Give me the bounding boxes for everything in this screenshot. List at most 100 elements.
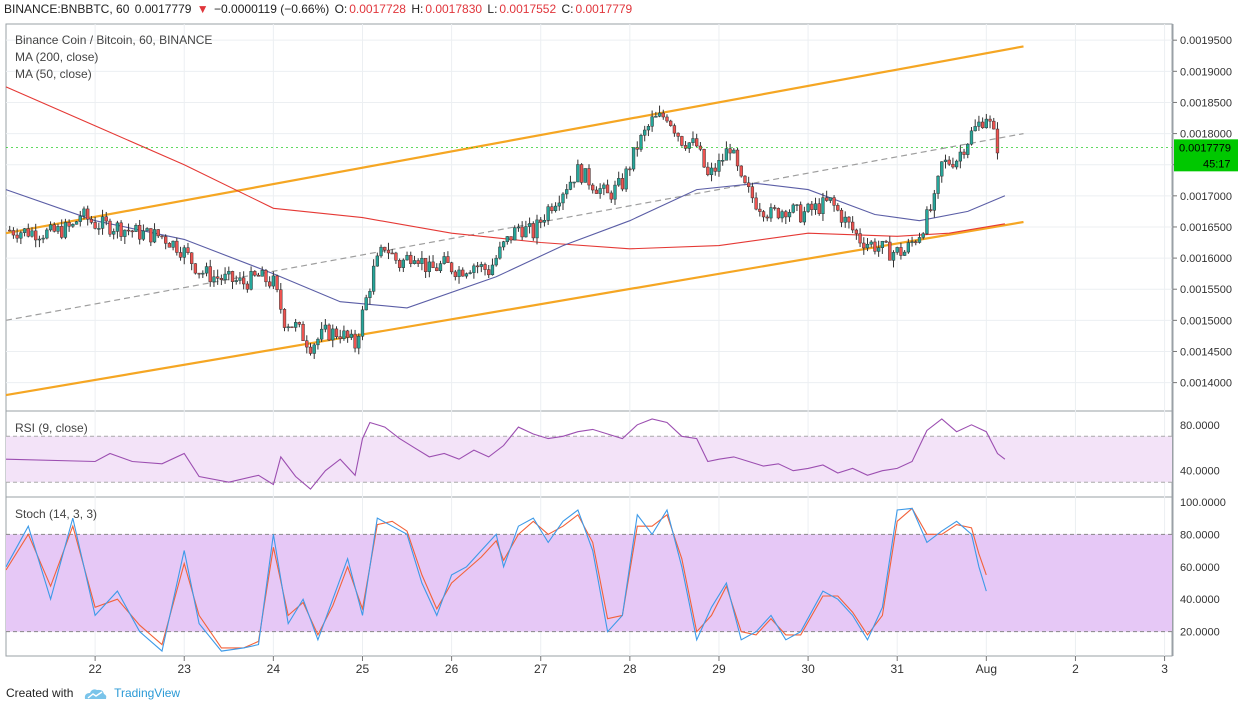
candle-body: [60, 226, 64, 238]
candle-body: [219, 278, 224, 281]
candle-body: [290, 326, 294, 329]
candle-body: [743, 175, 747, 184]
rsi-legend[interactable]: RSI (9, close): [15, 421, 88, 435]
candle-body: [921, 233, 925, 238]
candle-body: [427, 261, 431, 272]
candle-body: [702, 149, 706, 168]
x-tick-label: 22: [88, 662, 102, 676]
candle-body: [435, 267, 439, 271]
candle-body: [164, 236, 168, 244]
candle-body: [345, 330, 350, 338]
candle-body: [342, 330, 346, 339]
high-label: H:: [411, 2, 424, 16]
candle-body: [152, 229, 157, 243]
price-tick-label: 0.0018000: [1180, 129, 1232, 141]
candle-body: [238, 277, 242, 281]
candle-body: [799, 204, 803, 223]
candle-body: [977, 121, 981, 127]
candle-body: [550, 206, 554, 211]
candle-body: [22, 228, 27, 233]
candle-body: [331, 328, 335, 341]
candle-body: [631, 147, 636, 170]
candle-body: [242, 277, 246, 285]
candle-body: [52, 224, 56, 232]
candle-body: [368, 291, 372, 298]
candle-body: [936, 175, 940, 194]
candle-body: [316, 338, 320, 346]
candle-body: [327, 324, 331, 341]
ma200-legend[interactable]: MA (200, close): [15, 50, 99, 64]
candle-body: [984, 118, 988, 129]
candle-body: [360, 309, 365, 337]
candle-body: [992, 120, 996, 130]
candle-body: [11, 230, 16, 236]
candle-body: [138, 224, 142, 240]
created-with-label: Created with: [6, 686, 74, 700]
candle-body: [980, 121, 985, 129]
candle-body: [769, 207, 773, 219]
candle-body: [810, 203, 814, 210]
candle-body: [390, 252, 394, 255]
candle-body: [821, 197, 825, 214]
candle-body: [966, 143, 970, 155]
candle-body: [63, 222, 68, 238]
candle-body: [171, 240, 175, 248]
price-tick-label: 0.0016000: [1180, 253, 1232, 265]
candle-body: [48, 224, 53, 231]
candle-body: [962, 151, 966, 155]
candle-body: [19, 232, 23, 239]
candle-body: [954, 160, 959, 168]
candle-body: [453, 271, 457, 277]
candle-body: [423, 257, 428, 272]
candle-body: [661, 112, 665, 118]
candle-body: [498, 246, 502, 259]
x-tick-label: 25: [356, 662, 370, 676]
x-tick-label: 2: [1072, 662, 1079, 676]
candle-body: [721, 160, 725, 162]
candle-body: [41, 237, 45, 240]
candle-body: [635, 147, 639, 150]
candle-body: [442, 256, 446, 264]
candle-body: [747, 182, 751, 187]
candle-body: [293, 322, 298, 328]
candle-body: [501, 241, 506, 248]
candle-body: [876, 247, 881, 252]
candle-body: [282, 309, 287, 328]
countdown-label: 45:17: [1203, 158, 1231, 170]
candle-body: [78, 215, 82, 222]
last-price: 0.0017779: [134, 2, 192, 16]
candle-body: [201, 272, 205, 275]
candle-body: [910, 241, 914, 244]
tradingview-cloud-icon: [84, 689, 106, 699]
stoch-tick-label: 80.0000: [1180, 529, 1220, 541]
candle-body: [112, 231, 116, 235]
high-value: 0.0017830: [425, 2, 483, 16]
candle-body: [449, 262, 454, 273]
candle-body: [141, 230, 146, 240]
stoch-legend[interactable]: Stoch (14, 3, 3): [15, 507, 98, 521]
candle-body: [516, 226, 521, 229]
candle-body: [706, 166, 710, 176]
candle-body: [349, 333, 353, 338]
last-price-badge-value: 0.0017779: [1179, 142, 1231, 154]
candle-body: [613, 184, 617, 200]
open-label: O:: [334, 2, 348, 16]
tradingview-link[interactable]: TradingView: [114, 686, 181, 700]
ma50-legend[interactable]: MA (50, close): [15, 67, 92, 81]
candle-body: [765, 216, 769, 219]
candle-body: [780, 211, 784, 219]
candle-body: [30, 230, 34, 237]
candle-body: [795, 204, 799, 206]
channel-lower-line: [5, 220, 1024, 397]
candle-body: [568, 181, 573, 190]
candle-body: [301, 324, 305, 341]
candle-body: [412, 260, 417, 264]
candle-body: [609, 192, 613, 200]
price-tick-label: 0.0015500: [1180, 284, 1232, 296]
candle-body: [895, 247, 899, 253]
candle-body: [732, 149, 736, 154]
candle-body: [583, 168, 587, 183]
price-tick-label: 0.0014500: [1180, 346, 1232, 358]
candle-body: [190, 252, 194, 264]
